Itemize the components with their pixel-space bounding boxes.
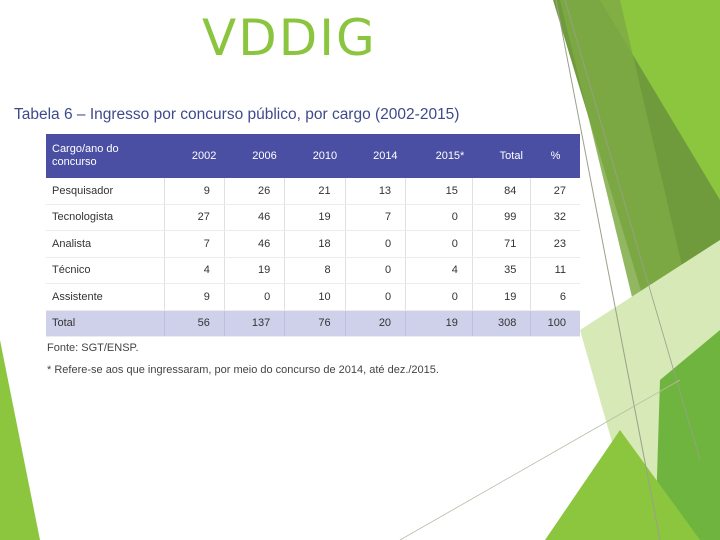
thin-diagonal-line-1 (555, 0, 661, 540)
table-cell: 0 (344, 283, 406, 311)
table-cell: 99 (471, 204, 531, 231)
table-header-row: Cargo/ano do concurso 2002 2006 2010 201… (46, 134, 580, 178)
table-cell: 9 (163, 178, 225, 205)
header-total: Total (472, 134, 531, 178)
table-cell: 7 (344, 204, 406, 231)
table-cell: 23 (530, 230, 580, 258)
table-cell: 0 (405, 204, 473, 231)
table-cell: 19 (405, 310, 473, 337)
table-cell: 26 (223, 178, 285, 205)
table-cell: Total (46, 310, 164, 337)
table-cell: 0 (344, 257, 406, 284)
table-cell: 9 (163, 283, 225, 311)
table-cell: 0 (405, 230, 473, 258)
table-cell: 4 (405, 257, 473, 284)
source-note: Fonte: SGT/ENSP. (47, 342, 139, 354)
table-cell: 56 (163, 310, 225, 337)
table-cell: 71 (471, 230, 531, 258)
table-row: Pesquisador 9 26 21 13 15 84 27 (46, 178, 580, 205)
table-cell: 8 (284, 257, 346, 284)
lower-right-green-shape (655, 330, 720, 540)
table-cell: 0 (223, 283, 285, 311)
table-row: Técnico 4 19 8 0 4 35 11 (46, 257, 580, 284)
table-cell: 19 (284, 204, 346, 231)
data-table: Cargo/ano do concurso 2002 2006 2010 201… (46, 134, 580, 337)
header-cargo: Cargo/ano do concurso (46, 134, 164, 178)
table-cell: 0 (344, 230, 406, 258)
table-cell: Tecnologista (46, 204, 164, 231)
table-caption: Tabela 6 – Ingresso por concurso público… (14, 106, 460, 123)
header-percent: % (530, 134, 580, 178)
table-cell: 100 (530, 310, 580, 337)
thin-diagonal-line-2 (564, 0, 701, 461)
table-cell: 20 (344, 310, 406, 337)
table-cell: 4 (163, 257, 225, 284)
table-row: Assistente 9 0 10 0 0 19 6 (46, 283, 580, 311)
table-cell: 76 (284, 310, 346, 337)
table-cell: 46 (223, 230, 285, 258)
table-cell: 35 (471, 257, 531, 284)
table-cell: Analista (46, 230, 164, 258)
table-cell: 0 (405, 283, 473, 311)
table-cell: 32 (530, 204, 580, 231)
table-cell: 11 (530, 257, 580, 284)
table-cell: 308 (471, 310, 531, 337)
table-cell: 137 (223, 310, 285, 337)
left-green-shape (0, 340, 40, 540)
header-2014: 2014 (345, 134, 406, 178)
table-cell: 27 (530, 178, 580, 205)
table-cell: Técnico (46, 257, 164, 284)
header-2010: 2010 (284, 134, 346, 178)
table-cell: 13 (344, 178, 406, 205)
table-cell: 84 (471, 178, 531, 205)
bottom-right-green-shape (545, 430, 700, 540)
table-row: Tecnologista 27 46 19 7 0 99 32 (46, 204, 580, 231)
table-total-row: Total 56 137 76 20 19 308 100 (46, 310, 580, 337)
table-cell: 15 (405, 178, 473, 205)
table-cell: 10 (284, 283, 346, 311)
table-row: Analista 7 46 18 0 0 71 23 (46, 230, 580, 258)
table-cell: 6 (530, 283, 580, 311)
table-cell: 7 (163, 230, 225, 258)
table-cell: Pesquisador (46, 178, 164, 205)
table-cell: 27 (163, 204, 225, 231)
table-cell: 18 (284, 230, 346, 258)
table-cell: 19 (471, 283, 531, 311)
table-cell: Assistente (46, 283, 164, 311)
header-2006: 2006 (224, 134, 285, 178)
slide-title: VDDIG (202, 9, 377, 67)
header-2002: 2002 (164, 134, 225, 178)
footnote: * Refere-se aos que ingressaram, por mei… (47, 364, 439, 376)
table-cell: 46 (223, 204, 285, 231)
right-green-shape-mid (560, 0, 690, 330)
table-cell: 21 (284, 178, 346, 205)
header-2015: 2015* (405, 134, 473, 178)
thin-diagonal-line-3 (399, 379, 681, 540)
table-cell: 19 (223, 257, 285, 284)
